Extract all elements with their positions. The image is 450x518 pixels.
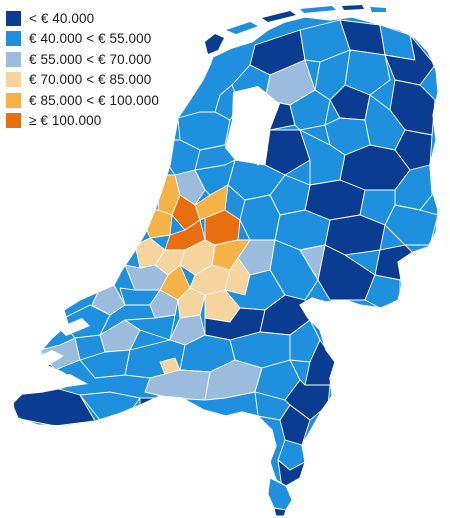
legend-item-5: € 85.000 < € 100.000 [6, 90, 159, 111]
legend-swatch [6, 92, 21, 108]
legend-item-3: € 55.000 < € 70.000 [6, 49, 159, 70]
legend-swatch [6, 72, 21, 88]
municipality-regions [12, 19, 438, 486]
legend-item-4: € 70.000 < € 85.000 [6, 70, 159, 91]
legend-label: € 70.000 < € 85.000 [29, 72, 152, 88]
wadden-islands [205, 5, 386, 54]
legend-swatch [6, 10, 21, 26]
legend-swatch [6, 51, 21, 67]
legend-label: < € 40.000 [29, 10, 95, 26]
legend-item-6: ≥ € 100.000 [6, 111, 159, 132]
legend: < € 40.000 € 40.000 < € 55.000 € 55.000 … [6, 8, 159, 131]
legend-swatch [6, 113, 21, 129]
legend-label: ≥ € 100.000 [29, 113, 102, 129]
legend-item-1: < € 40.000 [6, 8, 159, 29]
legend-label: € 55.000 < € 70.000 [29, 51, 152, 67]
legend-label: € 85.000 < € 100.000 [29, 92, 159, 108]
legend-label: € 40.000 < € 55.000 [29, 31, 152, 47]
legend-swatch [6, 31, 21, 47]
legend-item-2: € 40.000 < € 55.000 [6, 29, 159, 50]
